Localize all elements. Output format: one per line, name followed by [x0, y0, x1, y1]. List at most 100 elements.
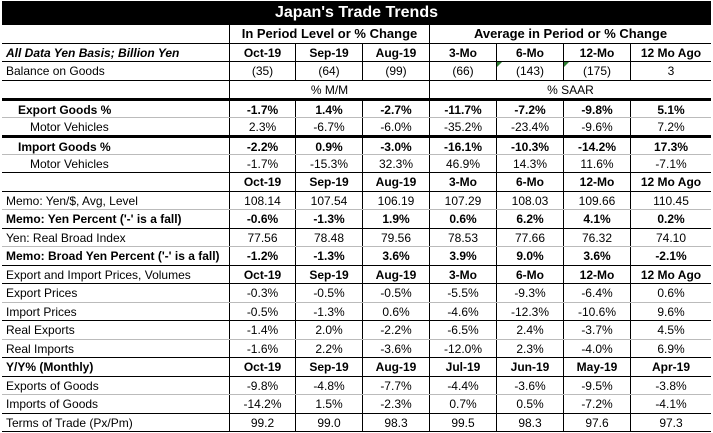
col-header: 12 Mo Ago: [630, 43, 711, 61]
value-cell: -1.6%: [229, 339, 295, 357]
group-header-left: In Period Level or % Change: [229, 25, 429, 43]
value-cell: 99.0: [295, 413, 362, 431]
value-cell: -5.5%: [429, 284, 496, 302]
value-cell: 2.2%: [295, 339, 362, 357]
value-cell: (143): [496, 62, 563, 80]
value-cell: 99.5: [429, 413, 496, 431]
col-header: 3-Mo: [429, 265, 496, 283]
value-cell: 0.6%: [429, 210, 496, 228]
value-cell: 79.56: [362, 228, 429, 246]
value-cell: 2.4%: [496, 321, 563, 339]
value-cell: 4.1%: [563, 210, 630, 228]
row-label: Motor Vehicles: [30, 119, 109, 134]
col-header: Sep-19: [295, 43, 362, 61]
table-title: Japan's Trade Trends: [2, 1, 711, 25]
data-row: Import Prices -0.5% -1.3% 0.6% -4.6% -12.3% -1…: [2, 302, 711, 321]
value-cell: -1.7%: [229, 101, 295, 117]
value-cell: -1.4%: [229, 321, 295, 339]
value-cell: -14.2%: [229, 395, 295, 413]
data-row: Yen: Real Broad Index 77.56 78.48 79.56 78.5…: [2, 228, 711, 247]
value-cell: -23.4%: [496, 117, 563, 135]
value-cell: -3.6%: [496, 376, 563, 394]
value-cell: -12.0%: [429, 339, 496, 357]
data-row: Memo: Yen Percent ('-' is a fall) -0.6% -1…: [2, 210, 711, 229]
value-cell: 0.7%: [429, 395, 496, 413]
data-row: Real Exports -1.4% 2.0% -2.2% -6.5% 2.4% -3.7%…: [2, 321, 711, 340]
value-cell: (175): [563, 62, 630, 80]
col-header: 12-Mo: [563, 265, 630, 283]
value-cell: 108.14: [229, 191, 295, 209]
value-cell: 46.9%: [429, 154, 496, 172]
value-cell: 77.56: [229, 228, 295, 246]
value-cell: -1.3%: [295, 302, 362, 320]
units-right: % SAAR: [429, 80, 711, 98]
value-cell: -4.8%: [295, 376, 362, 394]
value-cell: 0.9%: [295, 138, 362, 154]
data-row: Terms of Trade (Px/Pm) 99.2 99.0 98.3 99.5 98…: [2, 413, 711, 432]
value-cell: 78.53: [429, 228, 496, 246]
row-label: Exports of Goods: [6, 378, 99, 393]
data-row: Motor Vehicles -1.7% -15.3% 32.3% 46.9% 14.3%…: [2, 154, 711, 173]
value-cell: 109.66: [563, 191, 630, 209]
data-row: Export Prices -0.3% -0.5% -0.5% -5.5% -9.3% -6…: [2, 284, 711, 303]
value-cell: 77.66: [496, 228, 563, 246]
data-row: Exports of Goods -9.8% -4.8% -7.7% -4.4% -3.6…: [2, 376, 711, 395]
row-label: Balance on Goods: [6, 64, 105, 78]
value-cell: -4.0%: [563, 339, 630, 357]
units-left: % M/M: [229, 80, 429, 98]
value-cell: -35.2%: [429, 117, 496, 135]
value-cell: -2.1%: [630, 247, 711, 265]
data-row: Y/Y% (Monthly) Oct-19 Sep-19 Aug-19 Jul-19 Ju…: [2, 358, 711, 377]
value-cell: -0.5%: [362, 284, 429, 302]
comment-marker-icon: [497, 62, 502, 67]
value-cell: -6.0%: [362, 117, 429, 135]
value-cell: 106.19: [362, 191, 429, 209]
value-cell: 3.6%: [563, 247, 630, 265]
col-header: 12-Mo: [563, 43, 630, 61]
value-cell: -0.6%: [229, 210, 295, 228]
value-cell: -3.0%: [362, 138, 429, 154]
value-cell: (64): [295, 62, 362, 80]
value-cell: -16.1%: [429, 138, 496, 154]
value-cell: -4.4%: [429, 376, 496, 394]
value-cell: -11.7%: [429, 101, 496, 117]
value-cell: -2.7%: [362, 101, 429, 117]
value-cell: -9.6%: [563, 117, 630, 135]
value-cell: -1.3%: [295, 210, 362, 228]
value-cell: 107.29: [429, 191, 496, 209]
value-cell: 0.2%: [630, 210, 711, 228]
col-header: Aug-19: [362, 173, 429, 191]
col-header: 6-Mo: [496, 43, 563, 61]
comment-marker-icon: [564, 62, 569, 67]
col-header: Sep-19: [295, 173, 362, 191]
value-cell: 2.0%: [295, 321, 362, 339]
value-cell: 6.9%: [630, 339, 711, 357]
value-cell: 17.3%: [630, 138, 711, 154]
value-cell: 1.5%: [295, 395, 362, 413]
value-cell: -7.7%: [362, 376, 429, 394]
row-label: Import Prices: [6, 304, 77, 319]
col-header: 12 Mo Ago: [630, 265, 711, 283]
value-cell: -6.5%: [429, 321, 496, 339]
value-cell: -6.4%: [563, 284, 630, 302]
value-cell: 98.3: [496, 413, 563, 431]
value-cell: -2.2%: [362, 321, 429, 339]
value-cell: -10.6%: [563, 302, 630, 320]
value-cell: -0.3%: [229, 284, 295, 302]
value-cell: -9.8%: [229, 376, 295, 394]
value-cell: -2.2%: [229, 138, 295, 154]
value-cell: 9.0%: [496, 247, 563, 265]
value-cell: -12.3%: [496, 302, 563, 320]
data-row: Memo: Broad Yen Percent ('-' is a fall) -…: [2, 247, 711, 266]
col-header: Apr-19: [630, 358, 711, 376]
value-cell: -2.3%: [362, 395, 429, 413]
value-cell: 11.6%: [563, 154, 630, 172]
group-header-right: Average in Period or % Change: [429, 25, 711, 43]
value-cell: 4.5%: [630, 321, 711, 339]
value-cell: 2.3%: [229, 117, 295, 135]
value-cell: 32.3%: [362, 154, 429, 172]
row-label: Memo: Broad Yen Percent ('-' is a fall): [6, 249, 220, 263]
value-cell: 0.6%: [630, 284, 711, 302]
value-cell: 3: [630, 62, 711, 80]
